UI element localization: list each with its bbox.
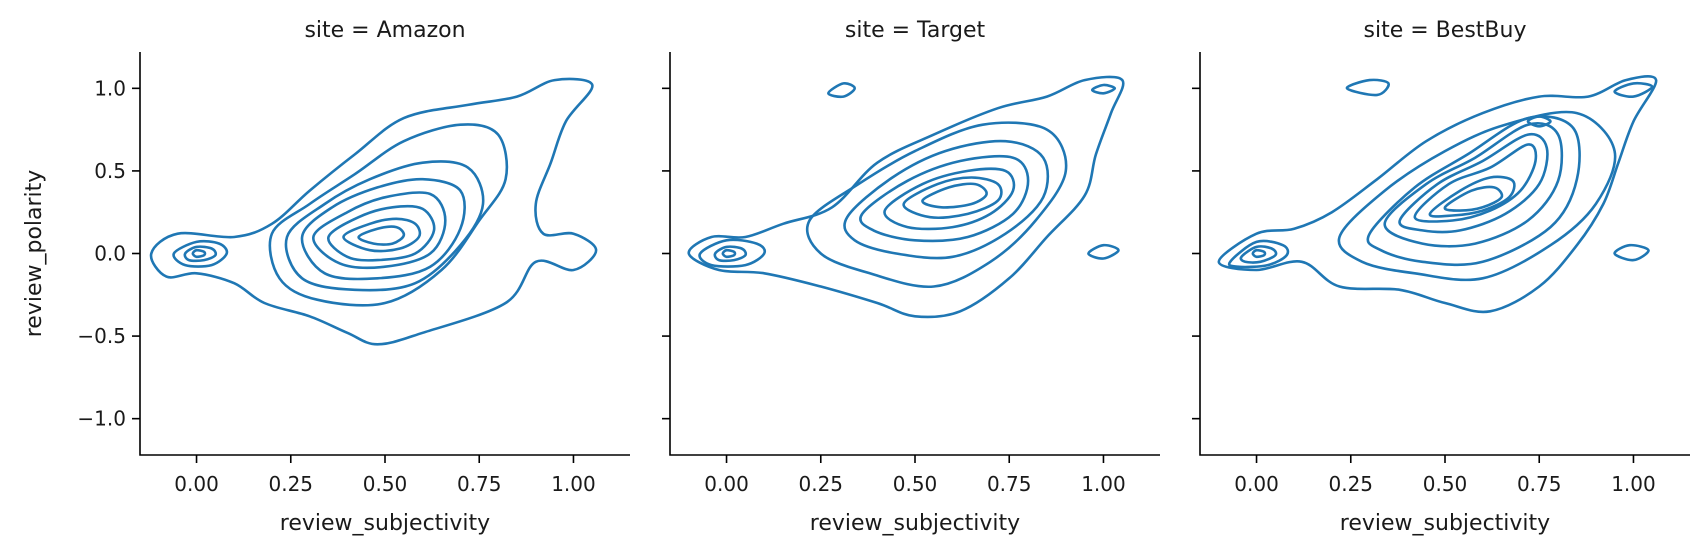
density-contour (357, 225, 406, 246)
x-tick-label: 0.75 (457, 472, 502, 496)
y-tick-label: 0.5 (94, 159, 126, 183)
density-contour (698, 238, 767, 268)
density-contour (1613, 81, 1654, 99)
panel-amazon: site = Amazon review_subjectivity review… (22, 18, 630, 536)
x-tick-label: 0.25 (1329, 472, 1374, 496)
panel-bestbuy: site = BestBuy review_subjectivity 0.00 0… (1192, 18, 1690, 536)
axis-spines (139, 52, 630, 456)
density-contour (1428, 175, 1516, 218)
density-contour (342, 217, 422, 253)
density-contour (713, 245, 748, 263)
density-contour (1217, 75, 1658, 314)
density-contour (1383, 121, 1564, 248)
density-contour (1087, 243, 1120, 260)
density-contour (1090, 83, 1117, 95)
x-tick-label: 0.50 (893, 472, 938, 496)
x-axis-label: review_subjectivity (810, 511, 1020, 536)
density-contour (805, 121, 1068, 289)
density-contour (312, 191, 447, 270)
density-contour (183, 245, 218, 263)
panel-title: site = BestBuy (1364, 18, 1527, 43)
x-tick-label: 0.75 (987, 472, 1032, 496)
density-contour (1526, 115, 1552, 128)
x-tick-label: 0.25 (799, 472, 844, 496)
density-contour (172, 239, 229, 268)
density-contour (902, 176, 1003, 220)
x-axis-label: review_subjectivity (1340, 511, 1550, 536)
y-tick-label: −1.0 (77, 407, 126, 431)
density-contour (1443, 185, 1504, 212)
axis-spines (669, 52, 1160, 456)
x-tick-label: 0.00 (704, 472, 749, 496)
x-tick-label: 1.00 (1611, 472, 1656, 496)
density-contour (300, 177, 466, 281)
density-contour (1413, 143, 1538, 223)
density-contour (859, 154, 1030, 243)
x-tick-label: 0.00 (1234, 472, 1279, 496)
x-tick-label: 0.00 (174, 472, 219, 496)
density-contour (149, 77, 598, 346)
axis-spines (1199, 52, 1690, 456)
panel-title: site = Target (845, 18, 986, 43)
density-contour (721, 248, 737, 259)
density-contour (1398, 132, 1549, 234)
x-axis-label: review_subjectivity (280, 511, 490, 536)
y-tick-label: 0.0 (94, 242, 126, 266)
density-contour (284, 160, 485, 292)
density-contour (1227, 239, 1290, 269)
x-tick-label: 1.00 (551, 472, 596, 496)
y-tick-label: 1.0 (94, 76, 126, 100)
density-contour (921, 182, 988, 209)
y-tick-label: −0.5 (77, 324, 126, 348)
density-contour (191, 248, 207, 259)
density-contour (327, 204, 436, 262)
density-contour (827, 81, 856, 99)
x-tick-label: 0.25 (269, 472, 314, 496)
x-tick-label: 0.75 (1517, 472, 1562, 496)
density-contour (687, 75, 1125, 319)
x-tick-label: 0.50 (1423, 472, 1468, 496)
density-contour (843, 139, 1050, 260)
density-contour (1251, 248, 1267, 259)
density-contour (883, 167, 1016, 231)
density-contour (1345, 78, 1390, 97)
y-axis-label: review_polarity (22, 170, 47, 338)
density-contour (268, 123, 509, 307)
density-contour (1239, 245, 1278, 264)
density-contour (1613, 243, 1650, 262)
density-contour (1337, 110, 1617, 282)
x-tick-label: 0.50 (363, 472, 408, 496)
panel-target: site = Target review_subjectivity 0.00 0.… (662, 18, 1160, 536)
x-tick-label: 1.00 (1081, 472, 1126, 496)
panel-title: site = Amazon (304, 18, 465, 43)
density-contour (1366, 115, 1581, 267)
